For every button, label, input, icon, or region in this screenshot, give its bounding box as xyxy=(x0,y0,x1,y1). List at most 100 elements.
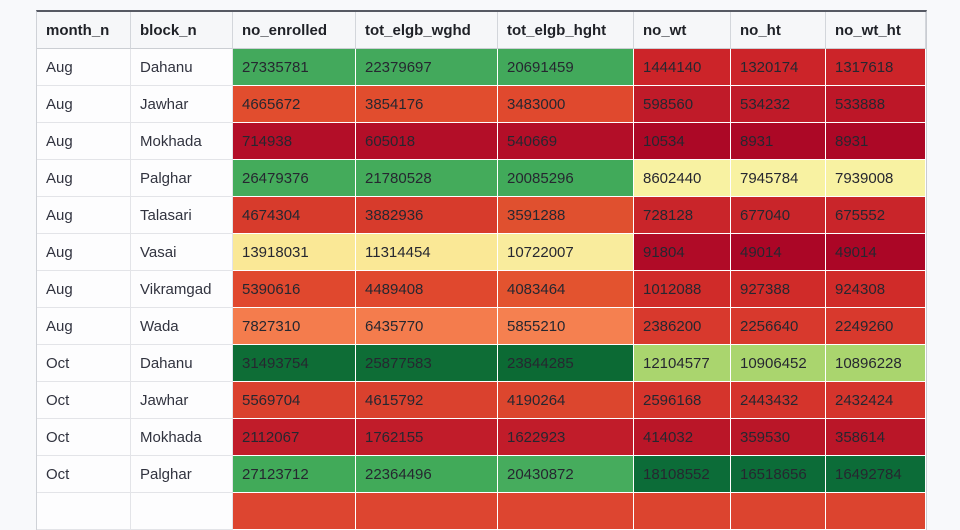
cell-no_wt: 728128 xyxy=(634,197,731,234)
table-body: Aug Dahanu 27335781 22379697 20691459 1444140… xyxy=(37,49,926,530)
cell-month_n: Aug xyxy=(37,160,131,197)
cell-no_enrolled: 26479376 xyxy=(233,160,356,197)
cell-no_enrolled: 27335781 xyxy=(233,49,356,86)
data-table: month_n block_n no_enrolled tot_elgb_wghd to… xyxy=(36,10,927,530)
table-row: Aug Jawhar 4665672 3854176 3483000 598560 5342… xyxy=(37,86,926,123)
table-row xyxy=(37,493,926,530)
table-row: Oct Jawhar 5569704 4615792 4190264 2596168 244… xyxy=(37,382,926,419)
cell-no_enrolled: 4674304 xyxy=(233,197,356,234)
cell-tot_elgb_wghd: 21780528 xyxy=(356,160,498,197)
header-row: month_n block_n no_enrolled tot_elgb_wghd to… xyxy=(37,12,926,49)
table-row: Aug Talasari 4674304 3882936 3591288 728128 67… xyxy=(37,197,926,234)
cell-tot_elgb_hght: 23844285 xyxy=(498,345,634,382)
cell-no_enrolled: 5569704 xyxy=(233,382,356,419)
cell-month_n: Aug xyxy=(37,271,131,308)
cell-block_n: Palghar xyxy=(131,456,233,493)
cell-tot_elgb_wghd: 6435770 xyxy=(356,308,498,345)
cell-month_n: Aug xyxy=(37,123,131,160)
cell-block_n: Talasari xyxy=(131,197,233,234)
cell-no_ht: 1320174 xyxy=(731,49,826,86)
cell-no_ht: 10906452 xyxy=(731,345,826,382)
cell-month_n: Oct xyxy=(37,456,131,493)
cell-block_n: Dahanu xyxy=(131,49,233,86)
column-header-tot_elgb_wghd: tot_elgb_wghd xyxy=(356,12,498,49)
cell-month_n: Aug xyxy=(37,234,131,271)
cell-no_ht: 534232 xyxy=(731,86,826,123)
cell-no_wt: 1444140 xyxy=(634,49,731,86)
column-header-no_enrolled: no_enrolled xyxy=(233,12,356,49)
cell-no_wt_ht: 16492784 xyxy=(826,456,926,493)
cell-no_ht: 677040 xyxy=(731,197,826,234)
cell-no_ht: 8931 xyxy=(731,123,826,160)
cell-month_n: Aug xyxy=(37,197,131,234)
cell-tot_elgb_wghd: 4615792 xyxy=(356,382,498,419)
cell-no_enrolled: 27123712 xyxy=(233,456,356,493)
column-header-no_wt_ht: no_wt_ht xyxy=(826,12,926,49)
cell-month_n xyxy=(37,493,131,530)
cell-block_n: Vasai xyxy=(131,234,233,271)
cell-no_wt_ht: 10896228 xyxy=(826,345,926,382)
cell-no_wt: 91804 xyxy=(634,234,731,271)
table-row: Aug Palghar 26479376 21780528 20085296 860244… xyxy=(37,160,926,197)
cell-tot_elgb_wghd: 22364496 xyxy=(356,456,498,493)
table-row: Oct Dahanu 31493754 25877583 23844285 1210457… xyxy=(37,345,926,382)
cell-no_wt_ht: 924308 xyxy=(826,271,926,308)
cell-no_enrolled: 13918031 xyxy=(233,234,356,271)
cell-tot_elgb_wghd: 22379697 xyxy=(356,49,498,86)
cell-tot_elgb_hght xyxy=(498,493,634,530)
cell-block_n: Wada xyxy=(131,308,233,345)
cell-no_ht: 2443432 xyxy=(731,382,826,419)
cell-no_wt_ht: 675552 xyxy=(826,197,926,234)
cell-block_n: Mokhada xyxy=(131,123,233,160)
cell-no_wt_ht: 2249260 xyxy=(826,308,926,345)
column-header-no_wt: no_wt xyxy=(634,12,731,49)
cell-no_enrolled: 5390616 xyxy=(233,271,356,308)
cell-no_ht: 927388 xyxy=(731,271,826,308)
table-row: Oct Palghar 27123712 22364496 20430872 181085… xyxy=(37,456,926,493)
cell-no_enrolled xyxy=(233,493,356,530)
cell-no_enrolled: 2112067 xyxy=(233,419,356,456)
cell-month_n: Oct xyxy=(37,382,131,419)
cell-block_n: Jawhar xyxy=(131,382,233,419)
cell-tot_elgb_wghd: 11314454 xyxy=(356,234,498,271)
cell-tot_elgb_hght: 4083464 xyxy=(498,271,634,308)
cell-tot_elgb_hght: 20085296 xyxy=(498,160,634,197)
cell-tot_elgb_hght: 540669 xyxy=(498,123,634,160)
table-row: Aug Vasai 13918031 11314454 10722007 91804 490… xyxy=(37,234,926,271)
cell-no_ht: 7945784 xyxy=(731,160,826,197)
cell-tot_elgb_hght: 10722007 xyxy=(498,234,634,271)
cell-tot_elgb_wghd: 25877583 xyxy=(356,345,498,382)
cell-month_n: Aug xyxy=(37,308,131,345)
cell-tot_elgb_hght: 20430872 xyxy=(498,456,634,493)
cell-no_enrolled: 31493754 xyxy=(233,345,356,382)
cell-tot_elgb_hght: 20691459 xyxy=(498,49,634,86)
cell-tot_elgb_hght: 1622923 xyxy=(498,419,634,456)
cell-tot_elgb_wghd: 605018 xyxy=(356,123,498,160)
cell-no_enrolled: 7827310 xyxy=(233,308,356,345)
cell-block_n: Vikramgad xyxy=(131,271,233,308)
column-header-tot_elgb_hght: tot_elgb_hght xyxy=(498,12,634,49)
cell-no_ht: 2256640 xyxy=(731,308,826,345)
cell-no_wt_ht: 1317618 xyxy=(826,49,926,86)
cell-month_n: Oct xyxy=(37,419,131,456)
cell-block_n: Mokhada xyxy=(131,419,233,456)
cell-block_n xyxy=(131,493,233,530)
cell-tot_elgb_hght: 3483000 xyxy=(498,86,634,123)
cell-no_wt_ht: 533888 xyxy=(826,86,926,123)
cell-no_wt: 10534 xyxy=(634,123,731,160)
column-header-no_ht: no_ht xyxy=(731,12,826,49)
cell-no_wt_ht: 358614 xyxy=(826,419,926,456)
cell-block_n: Jawhar xyxy=(131,86,233,123)
cell-block_n: Palghar xyxy=(131,160,233,197)
cell-no_wt: 598560 xyxy=(634,86,731,123)
cell-tot_elgb_wghd: 3854176 xyxy=(356,86,498,123)
cell-no_wt_ht xyxy=(826,493,926,530)
cell-month_n: Aug xyxy=(37,86,131,123)
cell-tot_elgb_wghd: 4489408 xyxy=(356,271,498,308)
dataframe-viewport: month_n block_n no_enrolled tot_elgb_wghd to… xyxy=(36,10,927,530)
column-header-month_n: month_n xyxy=(37,12,131,49)
cell-no_wt_ht: 7939008 xyxy=(826,160,926,197)
cell-no_wt_ht: 2432424 xyxy=(826,382,926,419)
column-header-block_n: block_n xyxy=(131,12,233,49)
cell-no_enrolled: 714938 xyxy=(233,123,356,160)
